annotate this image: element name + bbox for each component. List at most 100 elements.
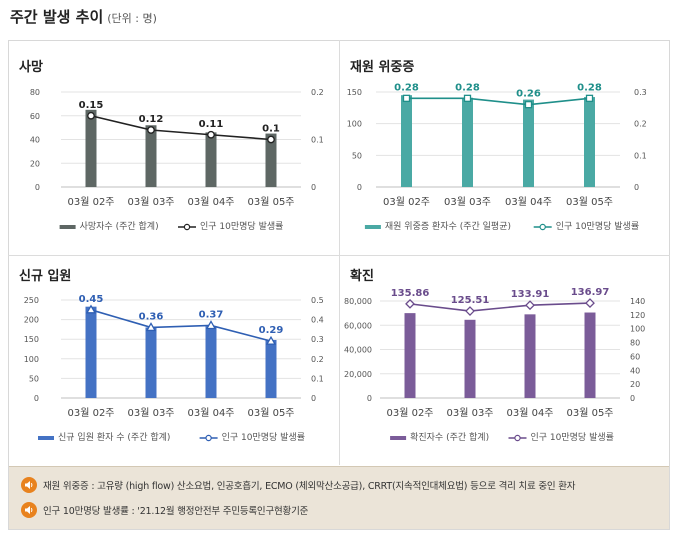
admission-bar (265, 339, 277, 398)
admission-category-label: 03월 04주 (187, 407, 234, 419)
admission-y-left-tick: 150 (24, 335, 39, 344)
admission-y-left-tick: 200 (24, 316, 39, 325)
confirmed-legend-bar-swatch (390, 436, 407, 440)
admission-y-left-tick: 250 (24, 296, 39, 305)
death-legend-bar-swatch (59, 225, 76, 229)
admission-y-left-tick: 100 (24, 355, 39, 364)
critical-rate-label: 0.26 (516, 89, 541, 100)
admission-rate-point (265, 335, 277, 345)
confirmed-y-right-tick: 60 (630, 352, 640, 361)
death-bar (205, 132, 217, 187)
admission-rate-label: 0.45 (79, 294, 104, 305)
chart-death: 사망 0 20 40 60 80 0 0.1 0.2 03월 02주 03월 03주 03월 04주 0… (19, 59, 324, 232)
death-y-left-tick: 40 (30, 136, 40, 145)
admission-category-label: 03월 05주 (247, 407, 294, 419)
critical-rate-label: 0.28 (394, 82, 419, 93)
admission-y-right-tick: 0 (311, 394, 316, 403)
confirmed-chart-title: 확진 (350, 268, 374, 284)
admission-y-right-tick: 0.4 (311, 316, 324, 325)
confirmed-y-right-tick: 80 (630, 339, 640, 348)
note-row-critical: 재원 위중증 : 고유량 (high flow) 산소요법, 인공호흡기, EC… (21, 475, 576, 495)
confirmed-y-right-tick: 20 (630, 380, 640, 389)
panel-divider-vertical (339, 40, 340, 465)
admission-y-left-tick: 50 (29, 374, 39, 383)
death-chart-title: 사망 (19, 59, 43, 75)
critical-rate-point (463, 94, 472, 102)
admission-category-label: 03월 02주 (67, 407, 114, 419)
admission-chart-title: 신규 입원 (19, 269, 71, 284)
critical-bar (462, 97, 473, 187)
confirmed-bar (464, 319, 476, 398)
critical-rate-point (585, 94, 594, 102)
note-text-rate: 인구 10만명당 발생률 : '21.12월 행정안전부 주민등록인구현황기준 (43, 506, 309, 517)
critical-category-label: 03월 02주 (383, 196, 430, 208)
note-row-rate: 인구 10만명당 발생률 : '21.12월 행정안전부 주민등록인구현황기준 (21, 500, 308, 520)
chart-confirmed: 확진 0 20,000 40,000 60,000 80,000 0 20 40 60 80 100 1… (344, 268, 645, 443)
critical-legend-bar-label: 재원 위중증 환자수 (주간 일평균) (385, 220, 511, 232)
confirmed-legend-line-marker (514, 434, 521, 442)
critical-rate-label: 0.28 (455, 82, 480, 93)
critical-bar (584, 97, 595, 187)
critical-legend: 재원 위중증 환자수 (주간 일평균) 인구 10만명당 발생률 (364, 220, 639, 232)
critical-y-left-tick: 100 (347, 120, 362, 129)
admission-rate-line (90, 309, 272, 342)
critical-rate-line (406, 97, 590, 106)
admission-y-right-tick: 0.5 (311, 296, 324, 305)
death-rate-point (207, 130, 215, 139)
admission-category-label: 03월 03주 (127, 407, 174, 419)
critical-category-label: 03월 03주 (444, 196, 491, 208)
death-y-left-tick: 0 (35, 183, 40, 192)
critical-y-right-tick: 0.1 (634, 151, 647, 160)
admission-legend-line-marker (205, 434, 212, 442)
confirmed-rate-label: 136.97 (571, 287, 610, 298)
confirmed-bar (584, 312, 596, 398)
confirmed-legend-line-label: 인구 10만명당 발생률 (531, 432, 614, 443)
death-bar (85, 109, 97, 187)
death-rate-label: 0.12 (139, 114, 164, 125)
confirmed-category-label: 03월 05주 (566, 407, 613, 419)
chart-critical: 재원 위중증 0 50 100 150 0 0.1 0.2 0.3 03월 02주 03월 03주 0… (347, 60, 647, 232)
admission-y-right-tick: 0.1 (311, 374, 324, 383)
critical-category-label: 03월 04주 (505, 196, 552, 208)
critical-y-right-tick: 0.3 (634, 88, 647, 97)
confirmed-legend: 확진자수 (주간 합계) 인구 10만명당 발생률 (390, 431, 614, 443)
admission-y-left-tick: 0 (34, 394, 39, 403)
death-legend-line-label: 인구 10만명당 발생률 (200, 221, 283, 232)
confirmed-bar (524, 314, 536, 398)
death-y-right-tick: 0.2 (311, 88, 324, 97)
death-category-label: 03월 03주 (127, 196, 174, 208)
confirmed-y-left-tick: 40,000 (344, 346, 372, 355)
critical-bar (401, 95, 412, 187)
notes-box: 재원 위중증 : 고유량 (high flow) 산소요법, 인공호흡기, EC… (9, 466, 669, 529)
confirmed-bar (404, 313, 416, 398)
critical-rate-label: 0.28 (577, 82, 602, 93)
panel-divider-horizontal (8, 255, 670, 256)
critical-legend-bar-swatch (364, 225, 381, 229)
death-legend-line-marker (183, 223, 191, 231)
page-title-text: 주간 발생 추이 (10, 8, 104, 26)
confirmed-y-left-tick: 20,000 (344, 370, 372, 379)
page-title-unit: (단위 : 명) (107, 12, 157, 25)
death-y-right-tick: 0 (311, 183, 316, 192)
death-rate-point (267, 135, 275, 144)
confirmed-rate-label: 125.51 (451, 295, 490, 306)
confirmed-y-right-tick: 0 (630, 394, 635, 403)
death-rate-point (147, 126, 155, 134)
critical-y-left-tick: 150 (347, 88, 362, 97)
death-rate-label: 0.1 (262, 124, 280, 135)
confirmed-y-right-tick: 140 (630, 297, 645, 306)
death-rate-point (87, 111, 95, 120)
critical-bar (523, 99, 534, 187)
critical-y-right-tick: 0.2 (634, 120, 647, 129)
critical-y-right-tick: 0 (634, 183, 639, 192)
confirmed-rate-label: 135.86 (391, 288, 430, 299)
death-legend: 사망자수 (주간 합계) 인구 10만명당 발생률 (59, 220, 283, 232)
critical-rate-point (402, 94, 411, 102)
critical-category-label: 03월 05주 (566, 196, 613, 208)
admission-rate-point (205, 320, 217, 330)
admission-bar (145, 327, 157, 398)
admission-rate-label: 0.29 (259, 325, 284, 336)
confirmed-category-label: 03월 03주 (446, 407, 493, 419)
death-rate-label: 0.15 (79, 100, 104, 111)
confirmed-rate-line (409, 302, 591, 312)
